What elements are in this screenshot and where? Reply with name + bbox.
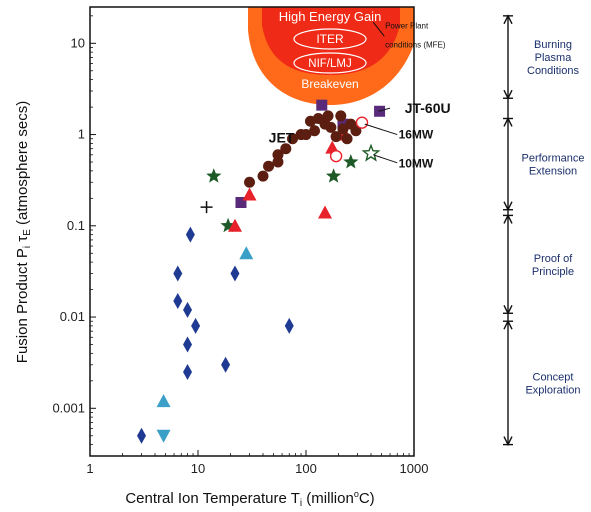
region-label: NIF/LMJ <box>308 58 351 70</box>
x-axis-title: Central Ion Temperature Ti (millionoC) <box>125 489 374 509</box>
triangle-point <box>156 394 171 408</box>
stage-label: Exploration <box>525 384 580 396</box>
diamond-point <box>185 226 195 243</box>
open-circle-point <box>355 116 369 129</box>
circle-point <box>350 125 362 137</box>
circle-point <box>309 125 321 137</box>
high-gain-region <box>262 7 400 75</box>
x-tick-label: 10 <box>191 461 205 476</box>
annotation-label: JT-60U <box>405 100 451 116</box>
circle-point <box>322 110 334 122</box>
y-axis-title: Fusion Product Pi τE (atmosphere secs) <box>14 101 33 363</box>
diamond-point <box>173 265 183 282</box>
circle-point <box>287 133 299 145</box>
circle-point <box>337 123 349 135</box>
circle-point <box>335 110 347 122</box>
plot-frame <box>89 6 415 457</box>
circle-point <box>263 160 275 172</box>
star-point <box>343 154 359 169</box>
iter-ellipse <box>293 28 367 50</box>
square-point <box>316 99 328 111</box>
stage-label: Performance <box>522 153 585 165</box>
annotation-label: 16MW <box>399 128 434 142</box>
star-point <box>206 168 222 183</box>
square-point <box>235 197 247 209</box>
power-plant-leader <box>372 21 385 37</box>
open-circle-point <box>329 149 343 163</box>
diamond-point <box>183 336 193 353</box>
region-label: High Energy Gain <box>279 9 382 24</box>
y-tick-label: 0.1 <box>67 218 85 233</box>
y-tick-label: 0.001 <box>52 400 85 415</box>
annotation-label: Power Plant <box>385 22 429 31</box>
diamond-point <box>137 427 147 444</box>
stage-label: Extension <box>529 166 577 178</box>
stage-label: Conditions <box>527 65 579 77</box>
nif-lmj-ellipse <box>293 52 367 74</box>
16mw-leader <box>364 123 398 136</box>
plus-point <box>200 201 213 214</box>
annotation-label: 10MW <box>399 157 434 171</box>
triangle-point <box>318 205 333 219</box>
y-tick-label: 10 <box>71 35 85 50</box>
circle-point <box>325 121 337 133</box>
region-label: ITER <box>316 32 344 46</box>
circle-point <box>300 129 312 141</box>
annotation-label: JET <box>269 130 295 146</box>
triangle-point <box>242 187 257 201</box>
circle-point <box>272 149 284 161</box>
triangle-point <box>239 246 254 260</box>
x-tick-label: 100 <box>295 461 317 476</box>
axis-ticks: 1 10 100 1000 0.001 0.01 0.1 1 10 <box>52 15 429 476</box>
region-label: Breakeven <box>301 77 358 91</box>
circle-point <box>280 143 292 155</box>
x-tick-label: 1000 <box>400 461 429 476</box>
circle-point <box>341 133 353 145</box>
stage-label: Proof of <box>534 253 573 265</box>
ignition-region: High Energy Gain ITER NIF/LMJ Breakeven <box>248 7 414 105</box>
data-points <box>137 99 386 444</box>
diamond-point <box>191 317 201 334</box>
open-star-point <box>361 143 381 162</box>
circle-point <box>330 131 342 143</box>
diamond-point <box>183 301 193 318</box>
y-tick-label: 0.01 <box>60 309 85 324</box>
star-point <box>326 168 342 183</box>
circle-point <box>244 176 256 188</box>
annotation-label: conditions (MFE) <box>385 40 446 49</box>
y-tick-label: 1 <box>78 127 85 142</box>
diamond-point <box>173 292 183 309</box>
triangle-down-point <box>156 429 171 443</box>
stage-label: Burning <box>534 39 572 51</box>
triangle-point <box>227 218 242 232</box>
diamond-point <box>221 356 231 373</box>
circle-point <box>257 170 269 182</box>
stage-label: Plasma <box>535 52 573 64</box>
diamond-point <box>284 317 294 334</box>
jt60u-leader <box>378 107 391 112</box>
diamond-point <box>230 265 240 282</box>
stage-label: Concept <box>533 371 574 383</box>
stage-label: Principle <box>532 266 574 278</box>
diamond-point <box>183 363 193 380</box>
annotations: Power Plant conditions (MFE) JT-60U JET 16MW… <box>269 22 451 171</box>
10mw-leader <box>373 154 398 164</box>
star-point <box>220 217 236 233</box>
x-tick-label: 1 <box>86 461 93 476</box>
